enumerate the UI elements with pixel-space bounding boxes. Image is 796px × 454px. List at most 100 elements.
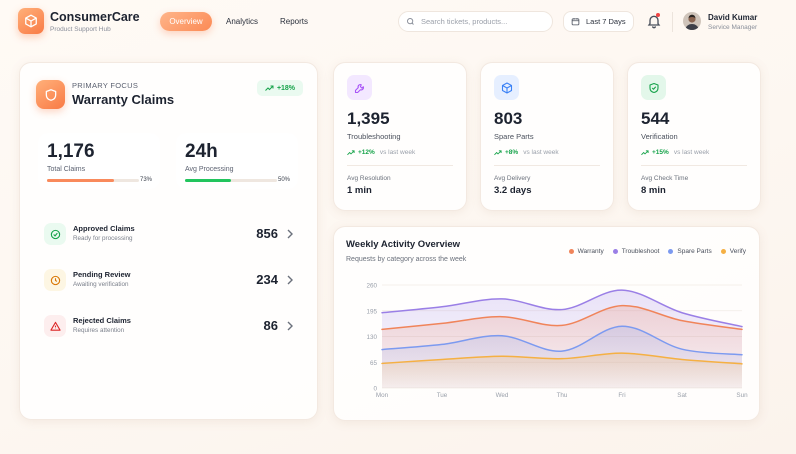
brand-title: ConsumerCare xyxy=(50,10,140,24)
stat-value: 24h xyxy=(185,141,218,162)
tab-analytics[interactable]: Analytics xyxy=(225,17,258,26)
series-line-verify xyxy=(381,352,743,365)
metric-sub-label: Avg Check Time xyxy=(641,175,689,182)
y-tick-label: 65 xyxy=(370,360,378,367)
search-icon xyxy=(407,18,414,25)
legend-item-troubleshoot[interactable]: Troubleshoot xyxy=(612,248,660,255)
legend-label: Troubleshoot xyxy=(621,248,660,255)
shield-icon xyxy=(36,80,65,109)
alert-triangle-icon xyxy=(44,315,66,337)
legend-item-spare-parts[interactable]: Spare Parts xyxy=(668,248,712,255)
box-icon xyxy=(494,75,519,100)
notification-bell-icon[interactable] xyxy=(646,13,662,29)
metric-trend-value: +12% xyxy=(358,149,375,156)
tab-overview[interactable]: Overview xyxy=(160,12,212,31)
focus-title: Warranty Claims xyxy=(72,92,175,107)
metric-trend: +8% vs last week xyxy=(494,149,559,156)
metric-divider xyxy=(347,165,453,166)
warranty-focus-card: PRIMARY FOCUS Warranty Claims +18% 1,176… xyxy=(19,62,318,420)
chart-subtitle: Requests by category across the week xyxy=(346,256,467,263)
wrench-icon xyxy=(347,75,372,100)
stat-value: 1,176 xyxy=(47,141,95,162)
metric-trend: +12% vs last week xyxy=(347,149,415,156)
search-input[interactable] xyxy=(421,17,541,26)
metric-trend-value: +15% xyxy=(652,149,669,156)
focus-kicker: PRIMARY FOCUS xyxy=(72,81,139,90)
rejected-claims-row[interactable]: Rejected Claims Requires attention 86 xyxy=(38,309,302,343)
approved-claims-row[interactable]: Approved Claims Ready for processing 856 xyxy=(38,217,302,251)
top-header: ConsumerCare Product Support Hub Overvie… xyxy=(0,0,796,44)
date-range-button[interactable]: Last 7 Days xyxy=(563,11,634,32)
trend-badge: +18% xyxy=(257,80,303,96)
stat-percent: 50% xyxy=(278,177,291,183)
metric-divider xyxy=(641,165,747,166)
claim-count: 86 xyxy=(263,318,278,333)
claim-subtitle: Awaiting verification xyxy=(73,281,129,288)
metric-label: Spare Parts xyxy=(494,132,534,141)
clock-icon xyxy=(44,269,66,291)
legend-label: Verify xyxy=(729,248,746,255)
avg-processing-stat: 24h Avg Processing 50% xyxy=(176,133,298,189)
series-line-warranty xyxy=(381,304,743,331)
tab-reports[interactable]: Reports xyxy=(279,17,308,26)
troubleshooting-card[interactable]: 1,395 Troubleshooting +12% vs last week … xyxy=(333,62,467,211)
check-circle-icon xyxy=(44,223,66,245)
x-tick-label: Sun xyxy=(736,392,748,399)
pending-review-row[interactable]: Pending Review Awaiting verification 234 xyxy=(38,263,302,297)
x-tick-label: Thu xyxy=(557,392,568,399)
avatar[interactable] xyxy=(683,12,701,30)
claim-title: Pending Review xyxy=(73,270,131,279)
trend-up-icon xyxy=(265,85,274,91)
stat-progress-fill xyxy=(47,179,115,182)
claim-count: 234 xyxy=(256,272,278,287)
metric-trend-compare: vs last week xyxy=(379,149,416,156)
trend-up-icon xyxy=(494,149,502,155)
calendar-icon xyxy=(571,18,580,26)
metric-value: 803 xyxy=(494,109,523,128)
legend-item-verify[interactable]: Verify xyxy=(720,248,746,255)
x-tick-label: Tue xyxy=(437,392,448,399)
claim-title: Rejected Claims xyxy=(73,316,131,325)
series-line-spare-parts xyxy=(381,325,743,356)
chevron-right-icon xyxy=(287,321,293,331)
metric-trend-value: +8% xyxy=(505,149,519,156)
metric-sub-value: 3.2 days xyxy=(494,185,532,196)
verification-card[interactable]: 544 Verification +15% vs last week Avg C… xyxy=(627,62,761,211)
chart-title: Weekly Activity Overview xyxy=(346,239,461,250)
y-tick-label: 0 xyxy=(373,386,377,393)
x-tick-label: Fri xyxy=(618,392,625,399)
spare-parts-card[interactable]: 803 Spare Parts +8% vs last week Avg Del… xyxy=(480,62,614,211)
search-box[interactable] xyxy=(398,11,553,32)
metric-value: 544 xyxy=(641,109,670,128)
legend-label: Spare Parts xyxy=(677,248,712,255)
trend-up-icon xyxy=(347,149,355,155)
x-tick-label: Sat xyxy=(677,392,687,399)
y-tick-label: 260 xyxy=(366,283,377,290)
metric-sub-label: Avg Delivery xyxy=(494,175,531,182)
legend-item-warranty[interactable]: Warranty xyxy=(568,248,604,255)
chevron-right-icon xyxy=(287,229,293,239)
total-claims-stat: 1,176 Total Claims 73% xyxy=(38,133,160,189)
legend-dot xyxy=(612,249,618,254)
metric-sub-value: 1 min xyxy=(347,185,372,196)
stat-progress-track xyxy=(47,179,139,182)
metric-sub-label: Avg Resolution xyxy=(347,175,391,182)
metric-trend-compare: vs last week xyxy=(523,149,559,156)
date-range-label: Last 7 Days xyxy=(586,17,626,26)
chart-legend: Warranty Troubleshoot Spare Parts Verify xyxy=(568,248,746,255)
legend-label: Warranty xyxy=(577,248,604,255)
stat-label: Total Claims xyxy=(47,166,86,173)
stat-progress-track xyxy=(185,179,277,182)
x-tick-label: Wed xyxy=(496,392,509,399)
metric-divider xyxy=(494,165,600,166)
logo-cube-icon[interactable] xyxy=(18,8,44,34)
trend-badge-value: +18% xyxy=(276,84,296,92)
claim-subtitle: Ready for processing xyxy=(73,235,133,242)
legend-dot xyxy=(568,249,574,254)
brand-subtitle: Product Support Hub xyxy=(50,26,111,33)
metric-trend: +15% vs last week xyxy=(641,149,709,156)
trend-up-icon xyxy=(641,149,649,155)
metric-label: Verification xyxy=(641,132,678,141)
stat-percent: 73% xyxy=(140,177,153,183)
stat-label: Avg Processing xyxy=(185,166,234,173)
